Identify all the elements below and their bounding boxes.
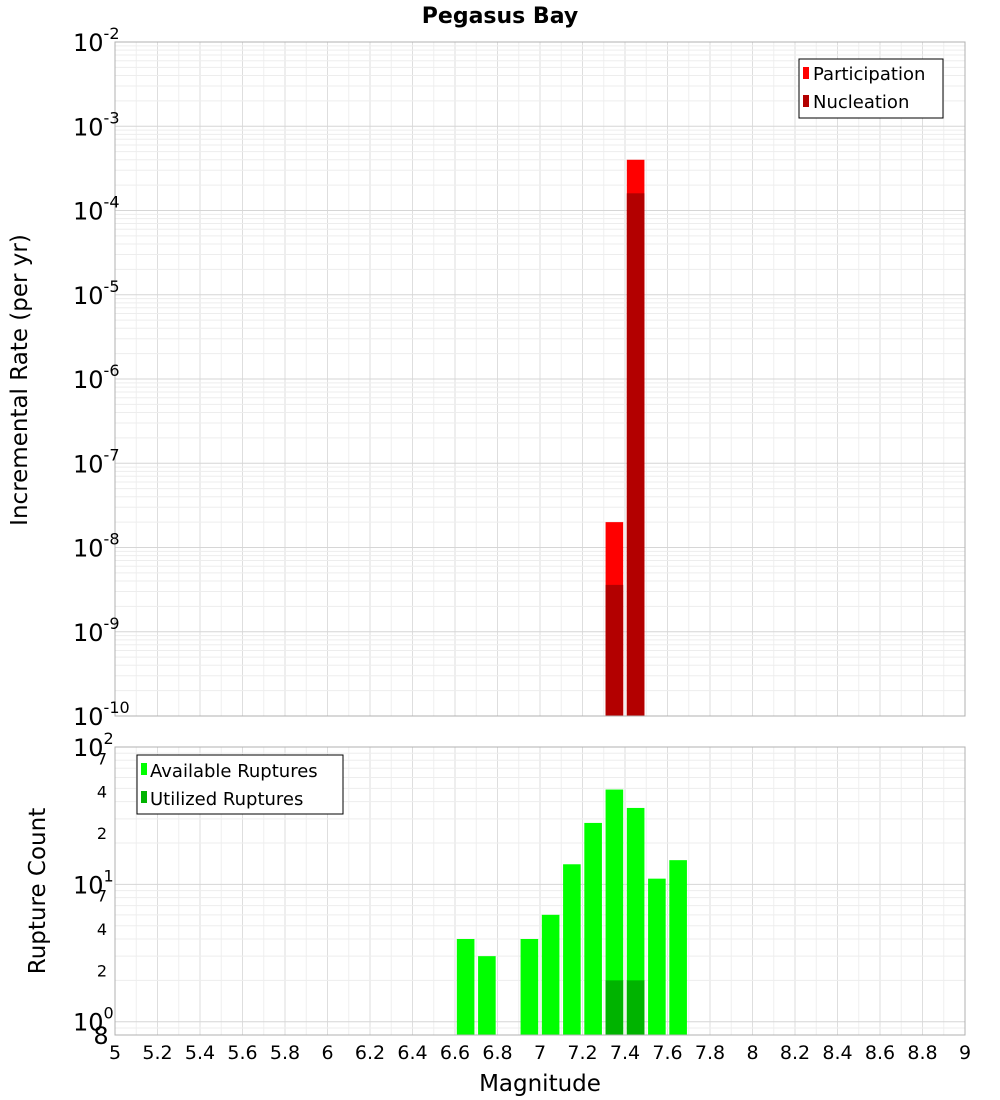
x-tick-label: 6.4 xyxy=(397,1042,427,1064)
x-tick-label: 6.2 xyxy=(355,1042,385,1064)
x-tick-label: 7.2 xyxy=(567,1042,597,1064)
bottom-bar-available-ruptures xyxy=(626,807,645,1035)
bottom-y-tick-label: 102 xyxy=(73,729,114,762)
bottom-y-tick-label: 7 xyxy=(97,887,107,906)
legend-swatch-participation xyxy=(803,67,809,79)
top-y-tick-label: 10-4 xyxy=(73,193,120,226)
bottom-bar-utilized-ruptures xyxy=(605,980,624,1035)
top-y-tick-label: 10-7 xyxy=(73,445,120,478)
legend-label-available: Available Ruptures xyxy=(150,761,318,782)
top-bar-nucleation xyxy=(626,193,645,717)
legend-label-utilized: Utilized Ruptures xyxy=(150,789,303,810)
x-tick-label: 5.8 xyxy=(270,1042,300,1064)
bottom-legend-box xyxy=(136,754,344,815)
bottom-plot-bars xyxy=(456,789,687,1035)
x-tick-label: 6.6 xyxy=(440,1042,470,1064)
x-tick-label: 6.8 xyxy=(482,1042,512,1064)
top-y-tick-label: 10-10 xyxy=(73,698,130,731)
bottom-y-tick-label: 4 xyxy=(97,920,107,939)
bottom-y-tick-label: 2 xyxy=(97,824,107,843)
bottom-bar-available-ruptures xyxy=(478,956,496,1035)
x-tick-label: 7 xyxy=(534,1042,546,1064)
x-tick-label: 8.2 xyxy=(780,1042,810,1064)
top-plot-bars xyxy=(605,159,645,717)
x-tick-label: 8.6 xyxy=(865,1042,895,1064)
bottom-bar-available-ruptures xyxy=(563,864,581,1035)
top-plot-frame xyxy=(114,41,966,717)
bottom-bar-available-ruptures xyxy=(648,878,666,1035)
x-tick-label: 5 xyxy=(109,1042,121,1064)
top-plot-grid xyxy=(114,42,966,717)
x-tick-label: 8 xyxy=(746,1042,758,1064)
x-tick-label: 8.8 xyxy=(907,1042,937,1064)
x-tick-label: 5.6 xyxy=(227,1042,257,1064)
x-tick-label: 7.6 xyxy=(652,1042,682,1064)
top-y-tick-label: 10-8 xyxy=(73,530,120,563)
legend-swatch-nucleation xyxy=(803,95,809,107)
top-legend-box xyxy=(798,58,944,119)
bottom-y-tick-label: 4 xyxy=(97,783,107,802)
x-tick-label: 7.4 xyxy=(610,1042,640,1064)
top-y-ticks: 10-10 10-9 10-8 10-7 10-6 10-5 10-4 10-3 10-2 xyxy=(73,24,130,731)
top-y-tick-label: 10-5 xyxy=(73,277,120,310)
top-legend: Participation Nucleation xyxy=(798,58,944,119)
legend-label-nucleation: Nucleation xyxy=(813,92,909,113)
x-tick-label: 7.8 xyxy=(695,1042,725,1064)
legend-swatch-available xyxy=(141,763,147,775)
top-y-tick-label: 10-6 xyxy=(73,361,120,394)
legend-swatch-utilized xyxy=(141,791,147,803)
x-tick-label: 8.4 xyxy=(822,1042,852,1064)
bottom-legend: Available Ruptures Utilized Ruptures xyxy=(136,754,344,815)
bottom-bar-available-ruptures xyxy=(669,860,687,1035)
top-y-tick-label: 10-9 xyxy=(73,614,120,647)
chart-title: Pegasus Bay xyxy=(422,4,578,29)
bottom-bar-available-ruptures xyxy=(520,939,539,1035)
top-bar-nucleation xyxy=(605,584,624,716)
bottom-bar-available-ruptures xyxy=(605,789,624,1035)
bottom-bar-utilized-ruptures xyxy=(626,980,645,1035)
bottom-y-tick-label: 8 xyxy=(93,1022,108,1050)
x-ticks: 5 5.2 5.4 5.6 5.8 6 6.2 6.4 6.6 6.8 7 7.2 7.4 7.6 7.8 8… xyxy=(109,1042,971,1064)
x-tick-label: 9 xyxy=(959,1042,971,1064)
x-axis-label: Magnitude xyxy=(479,1071,601,1097)
bottom-y-axis-label: Rupture Count xyxy=(25,808,51,974)
x-tick-label: 5.2 xyxy=(142,1042,172,1064)
bottom-plot-frame xyxy=(114,746,966,1036)
x-tick-label: 5.4 xyxy=(185,1042,215,1064)
top-y-axis-label: Incremental Rate (per yr) xyxy=(7,234,33,526)
bottom-bar-available-ruptures xyxy=(584,822,602,1035)
top-y-tick-label: 10-3 xyxy=(73,108,120,141)
top-y-tick-label: 10-2 xyxy=(73,24,120,57)
x-tick-label: 6 xyxy=(321,1042,333,1064)
bottom-y-tick-label: 101 xyxy=(73,866,114,899)
bottom-bar-available-ruptures xyxy=(456,939,475,1035)
bottom-y-tick-label: 2 xyxy=(97,961,107,980)
legend-label-participation: Participation xyxy=(813,64,925,85)
bottom-y-tick-label: 7 xyxy=(97,749,107,768)
bottom-bar-available-ruptures xyxy=(541,914,560,1035)
